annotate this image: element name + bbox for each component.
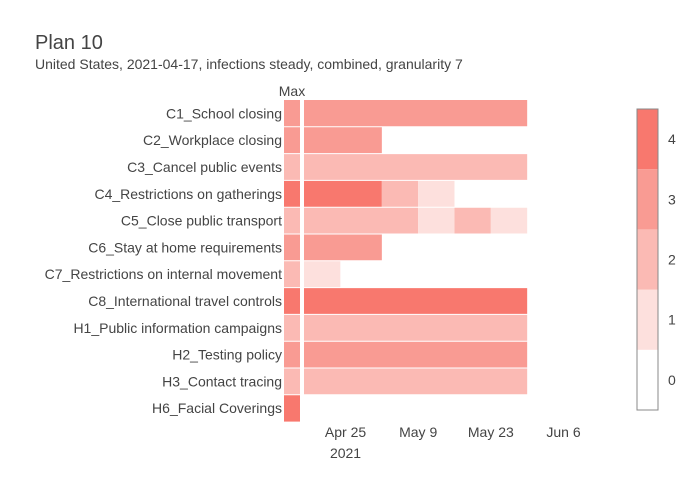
heatmap-cell xyxy=(304,207,419,234)
max-cell xyxy=(284,100,300,127)
max-cell xyxy=(284,207,300,234)
heatmap-cell xyxy=(304,126,382,154)
max-cell xyxy=(284,394,300,422)
max-cell xyxy=(284,314,300,342)
colorbar-border xyxy=(636,108,659,411)
colorbar-tick-label: 3 xyxy=(668,191,676,207)
colorbar-band xyxy=(637,109,658,170)
max-cell xyxy=(284,368,300,395)
x-axis: Apr 25 2021 May 9 May 23 Jun 6 xyxy=(325,424,581,461)
heatmap-cell xyxy=(490,207,528,234)
heatmap-cell xyxy=(418,180,455,208)
heatmap-cell xyxy=(304,234,382,261)
row-label: H3_Contact tracing xyxy=(162,373,282,389)
x-tick-label: May 9 xyxy=(399,424,437,440)
chart-subtitle: United States, 2021-04-17, infections st… xyxy=(35,56,463,72)
chart-title: Plan 10 xyxy=(35,32,103,54)
colorbar: 0 1 2 3 4 xyxy=(636,108,676,411)
max-column xyxy=(284,100,300,422)
colorbar-tick-label: 1 xyxy=(668,312,676,328)
row-label: C8_International travel controls xyxy=(88,293,282,309)
row-label: H2_Testing policy xyxy=(172,347,282,363)
x-tick-year: 2021 xyxy=(330,445,361,461)
heatmap-cell xyxy=(418,207,455,234)
heatmap-cell xyxy=(381,180,419,208)
colorbar-band xyxy=(637,349,658,410)
heatmap-cell xyxy=(454,207,491,234)
row-label: C7_Restrictions on internal movement xyxy=(45,266,282,282)
heatmap-cell xyxy=(304,180,382,208)
x-tick-label: May 23 xyxy=(468,424,514,440)
max-cell xyxy=(284,287,300,315)
max-cell xyxy=(284,260,300,288)
colorbar-tick-label: 2 xyxy=(668,252,676,268)
colorbar-band xyxy=(637,289,658,350)
heatmap-cell xyxy=(304,153,528,181)
row-label: H6_Facial Coverings xyxy=(152,400,282,416)
row-label: C3_Cancel public events xyxy=(127,159,282,175)
max-cell xyxy=(284,153,300,181)
row-labels: C1_School closing C2_Workplace closing C3_… xyxy=(45,105,282,416)
row-label: H1_Public information campaigns xyxy=(73,320,282,336)
row-label: C5_Close public transport xyxy=(121,213,282,229)
colorbar-band xyxy=(637,229,658,290)
colorbar-tick-label: 4 xyxy=(668,131,676,147)
heatmap-cell xyxy=(304,260,341,288)
heatmap-cell xyxy=(304,100,528,127)
max-column-header: Max xyxy=(279,83,305,99)
x-tick-label: Jun 6 xyxy=(546,424,580,440)
heatmap-cell xyxy=(304,368,528,395)
max-cell xyxy=(284,180,300,208)
colorbar-tick-label: 0 xyxy=(668,372,676,388)
heatmap-cell xyxy=(304,314,528,342)
max-cell xyxy=(284,234,300,261)
heatmap-cell xyxy=(304,287,528,315)
x-tick-label: Apr 25 xyxy=(325,424,366,440)
row-label: C1_School closing xyxy=(166,105,282,121)
row-label: C6_Stay at home requirements xyxy=(88,239,282,255)
max-cell xyxy=(284,341,300,368)
row-label: C2_Workplace closing xyxy=(143,132,282,148)
row-label: C4_Restrictions on gatherings xyxy=(94,186,282,202)
plot-area xyxy=(284,100,595,396)
heatmap-cell xyxy=(304,341,528,368)
colorbar-band xyxy=(637,169,658,230)
max-cell xyxy=(284,126,300,154)
